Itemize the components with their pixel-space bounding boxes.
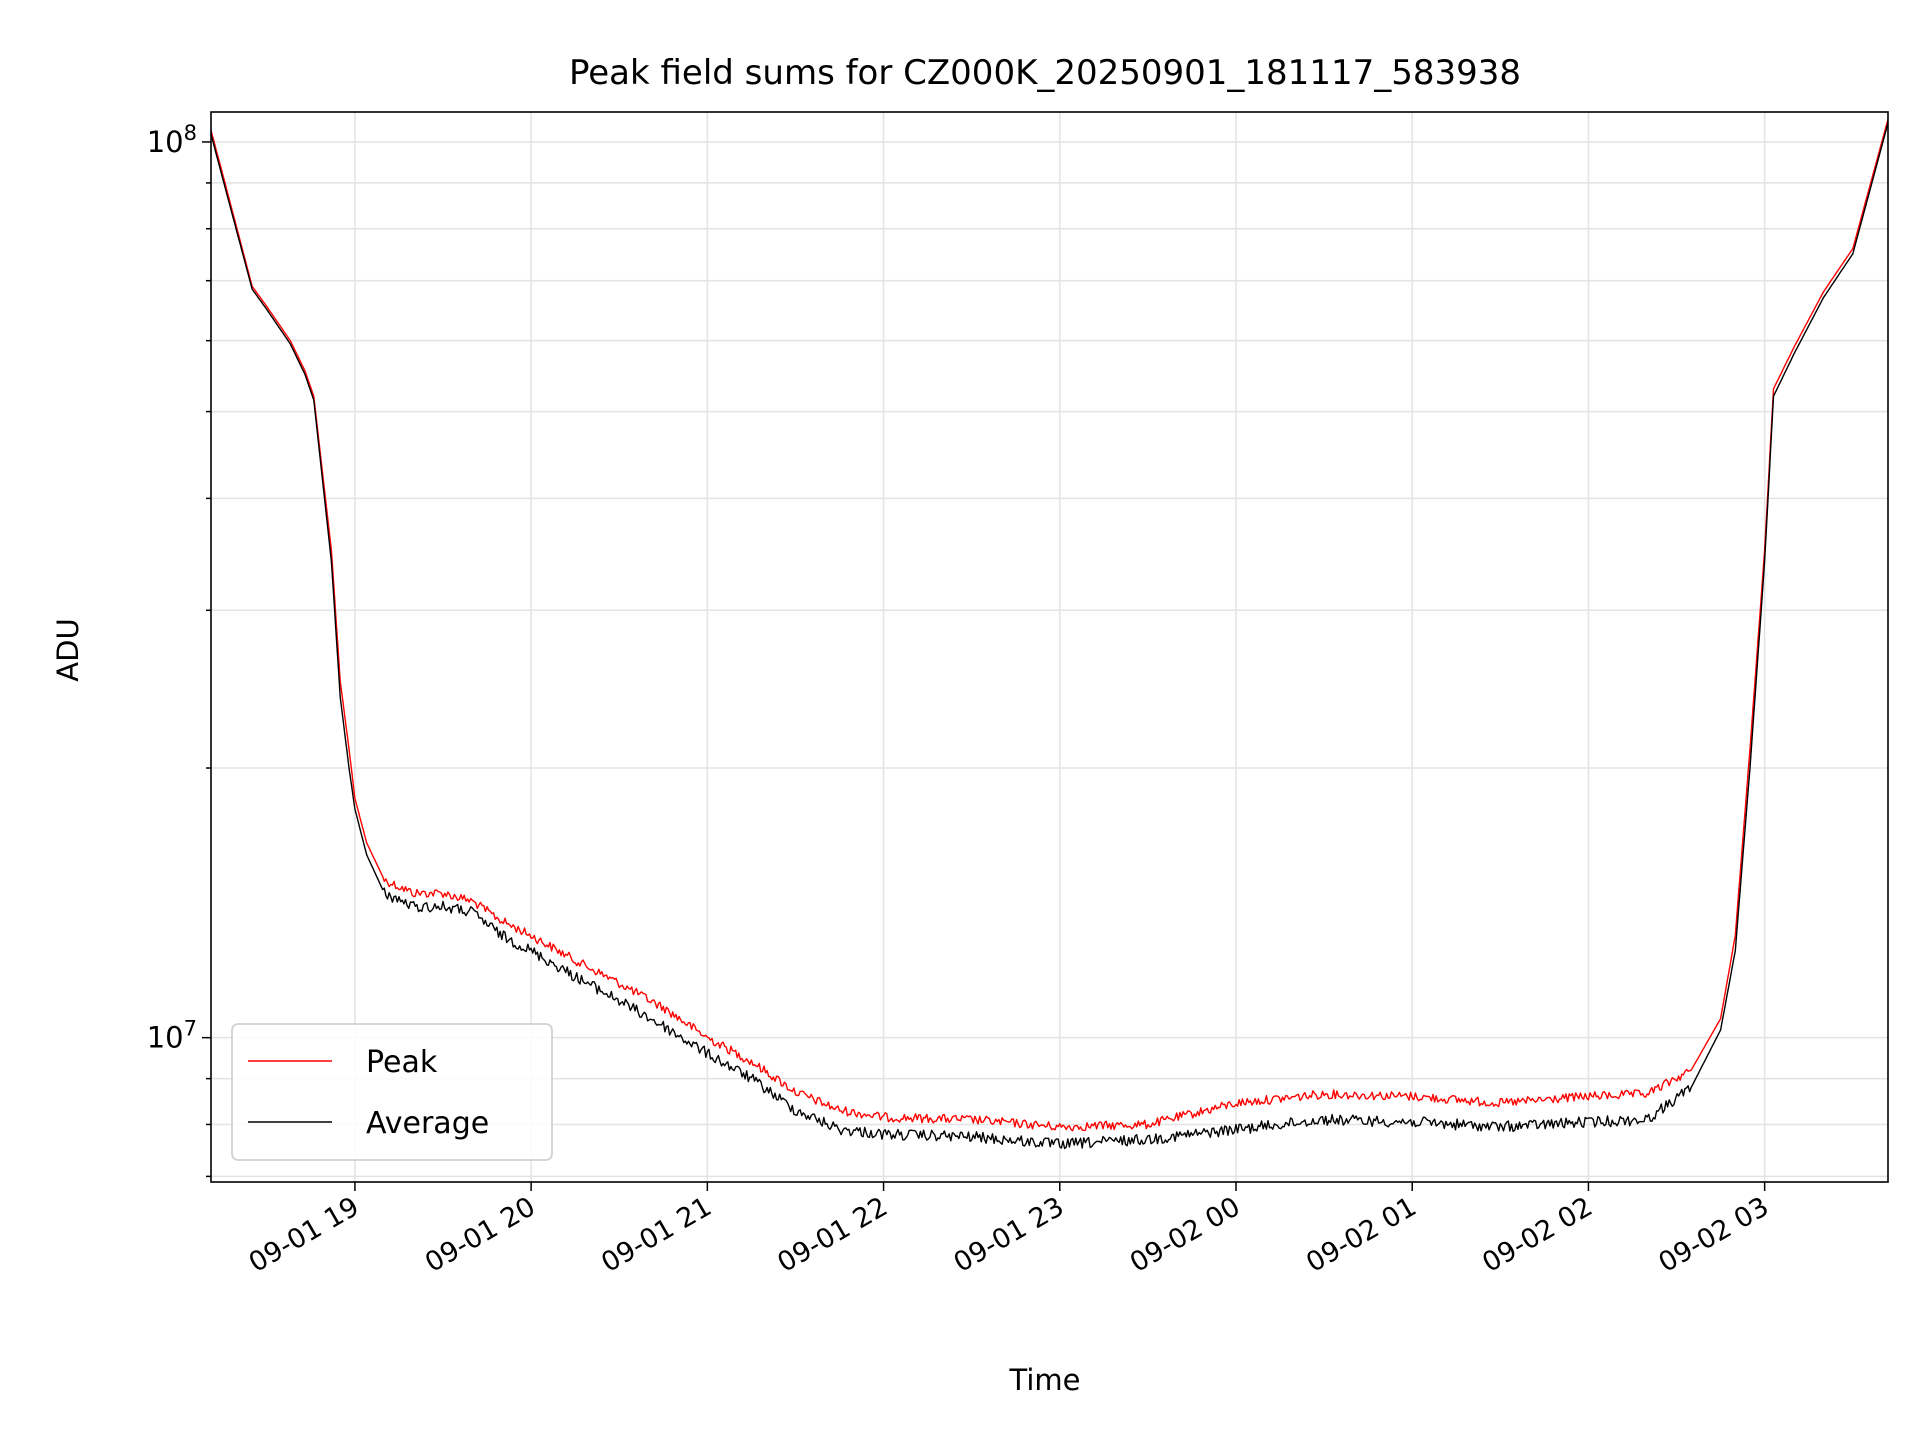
legend-box <box>231 1023 553 1161</box>
y-axis-label: ADU <box>51 618 85 681</box>
average-series-line <box>211 122 1888 1150</box>
y-tick-exponent: 7 <box>184 1017 197 1041</box>
y-tick-base: 10 <box>147 125 184 159</box>
x-axis-label: Time <box>1009 1363 1081 1397</box>
y-tick-label: 107 <box>147 1017 197 1055</box>
legend-label-average: Average <box>366 1106 489 1141</box>
y-tick-exponent: 8 <box>184 121 197 145</box>
legend-label-peak: Peak <box>366 1045 438 1080</box>
legend: Peak Average <box>231 1023 553 1161</box>
plot-lines <box>211 119 1888 1150</box>
axes-frame <box>210 111 1889 1183</box>
y-tick-label: 108 <box>147 121 197 159</box>
chart-title: Peak field sums for CZ000K_20250901_1811… <box>569 53 1521 93</box>
peak-series-line <box>211 119 1888 1132</box>
y-tick-base: 10 <box>147 1021 184 1055</box>
grid <box>211 112 1888 1182</box>
